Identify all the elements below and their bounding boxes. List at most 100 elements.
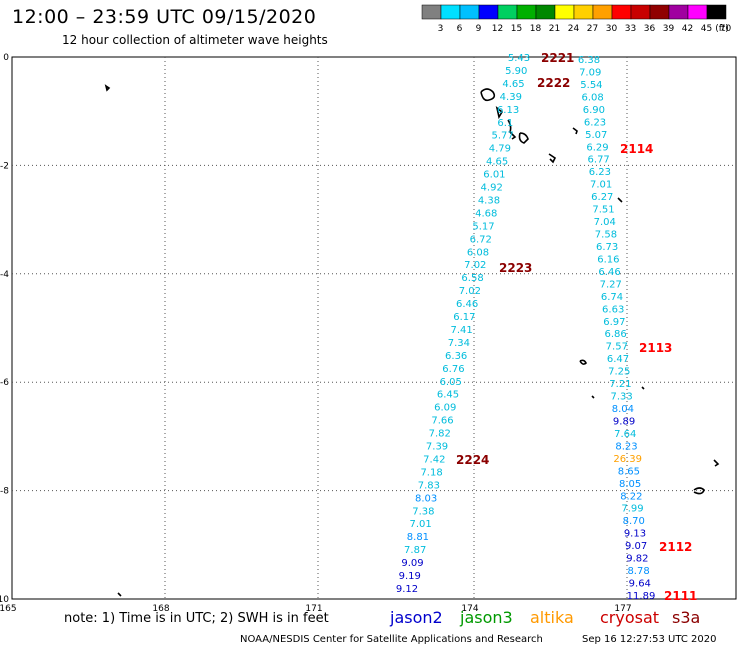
- swh-value: 7.25: [608, 367, 630, 378]
- swh-value: 4.38: [478, 195, 500, 206]
- swh-value: 6.17: [453, 312, 475, 323]
- colorbar-label: 45: [701, 24, 712, 34]
- swh-value: 6.58: [461, 273, 483, 284]
- island-outline: [507, 119, 517, 140]
- swh-value: 6.63: [602, 304, 624, 315]
- swh-value: 9.12: [396, 584, 418, 595]
- swh-value: 6.77: [588, 155, 610, 166]
- generation-timestamp: Sep 16 12:27:53 UTC 2020: [582, 634, 717, 645]
- island-outline: [579, 359, 587, 365]
- swh-value: 4.68: [475, 208, 497, 219]
- legend-jason2: jason2: [390, 608, 443, 627]
- swh-value: 4.39: [500, 92, 522, 103]
- island-outline: [641, 386, 645, 390]
- swh-value: 5.90: [505, 66, 527, 77]
- legend-cryosat: cryosat: [600, 608, 660, 627]
- island-outline: [617, 197, 623, 203]
- swh-value: 6.38: [578, 55, 600, 66]
- swh-value: 7.34: [448, 338, 470, 349]
- swh-value: 7.01: [590, 180, 612, 191]
- map-frame: [11, 56, 737, 600]
- swh-value: 6.09: [434, 403, 456, 414]
- legend-s3a: s3a: [672, 608, 701, 627]
- colorbar-label: 70: [720, 24, 732, 34]
- island-outline: [117, 592, 122, 597]
- cycle-label: 2224: [456, 453, 489, 467]
- footer-note: note: 1) Time is in UTC; 2) SWH is in fe…: [64, 611, 329, 626]
- swh-value: 5.54: [580, 80, 602, 91]
- page-title: 12:00 – 23:59 UTC 09/15/2020: [12, 6, 317, 28]
- swh-value: 6.86: [604, 329, 626, 340]
- lon-tick-label: 165: [0, 604, 17, 614]
- island-outline: [572, 127, 578, 135]
- swh-value: 6.27: [591, 192, 613, 203]
- lat-tick-label: -2: [0, 161, 9, 171]
- legend-altika: altika: [530, 608, 574, 627]
- swh-value: 6.29: [586, 142, 608, 153]
- swh-value: 7.82: [429, 429, 451, 440]
- swh-value: 6.47: [607, 354, 629, 365]
- swh-value: 7.83: [418, 480, 440, 491]
- island-outline: [518, 132, 529, 144]
- lat-tick-label: -6: [0, 378, 9, 388]
- island-outlines: [104, 84, 720, 597]
- swh-value: 6.97: [603, 317, 625, 328]
- swh-value: 6.13: [497, 105, 519, 116]
- colorbar-label: 42: [682, 24, 693, 34]
- swh-value: 7.57: [606, 342, 628, 353]
- cycle-label: 2113: [639, 341, 672, 355]
- swh-value: 6.73: [596, 242, 618, 253]
- swh-value: 6.01: [483, 170, 505, 181]
- swh-value: 7.21: [609, 379, 631, 390]
- longitude-labels: 165 168 171 174 177: [0, 604, 632, 614]
- credit-line: NOAA/NESDIS Center for Satellite Applica…: [240, 634, 543, 645]
- island-outline: [104, 84, 111, 92]
- cycle-label: 2221: [541, 51, 574, 65]
- lon-tick-label: 174: [461, 604, 478, 614]
- cycle-label: 2112: [659, 540, 692, 554]
- swh-value: 7.41: [451, 325, 473, 336]
- swh-value: 6.72: [470, 234, 492, 245]
- swh-value: 7.18: [420, 467, 442, 478]
- colorbar-unit: (ft): [715, 24, 729, 34]
- swh-value: 7.42: [423, 454, 445, 465]
- island-outline: [495, 105, 504, 120]
- swh-value: 8.65: [618, 466, 640, 477]
- swh-value: 6.05: [440, 377, 462, 388]
- swh-value: 6.08: [581, 92, 603, 103]
- page-subtitle: 12 hour collection of altimeter wave hei…: [62, 33, 328, 47]
- swh-value: 8.81: [407, 532, 429, 543]
- track-east: 6.387.095.546.086.906.235.076.296.776.23…: [578, 55, 655, 602]
- swh-value: 6.90: [583, 105, 605, 116]
- colorbar-label: 3: [438, 24, 444, 34]
- cycle-label: 2114: [620, 142, 653, 156]
- cycle-labels: 2221 2222 2223 2224 2114 2113 2112 2111: [456, 51, 697, 603]
- track-west: 5.43 5.90 4.65 4.39 6.13 6.1 5.77 4.79 4.65 6.01 4…: [396, 53, 530, 595]
- latitude-labels: 0 -2 -4 -6 -8 -10: [0, 53, 9, 605]
- lat-tick-label: 0: [3, 53, 9, 63]
- swh-value: 8.05: [619, 479, 641, 490]
- swh-value: 11.89: [627, 591, 656, 602]
- swh-value: 7.99: [621, 504, 643, 515]
- colorbar: 3 6 9 12 15 18 21 24 27 30 33 36 39 42 45 70(ft): [421, 4, 732, 34]
- swh-value: 9.89: [613, 416, 635, 427]
- colorbar-label: 30: [606, 24, 618, 34]
- swh-value: 6.36: [445, 351, 467, 362]
- colorbar-swatch: [706, 4, 727, 20]
- swh-value: 6.16: [597, 254, 619, 265]
- swh-value: 7.09: [579, 67, 601, 78]
- colorbar-label: 9: [476, 24, 482, 34]
- swh-value: 9.82: [626, 554, 648, 565]
- colorbar-label: 6: [457, 24, 463, 34]
- swh-value: 6.45: [437, 390, 459, 401]
- swh-value: 6.74: [601, 292, 623, 303]
- lon-tick-label: 177: [614, 604, 631, 614]
- swh-value: 9.09: [401, 558, 423, 569]
- swh-value: 6.08: [467, 247, 489, 258]
- island-outline: [480, 88, 496, 102]
- colorbar-label: 15: [511, 24, 522, 34]
- swh-value: 6.76: [442, 364, 464, 375]
- swh-value: 7.58: [595, 230, 617, 241]
- swh-value: 7.04: [594, 217, 616, 228]
- swh-value: 9.64: [629, 579, 651, 590]
